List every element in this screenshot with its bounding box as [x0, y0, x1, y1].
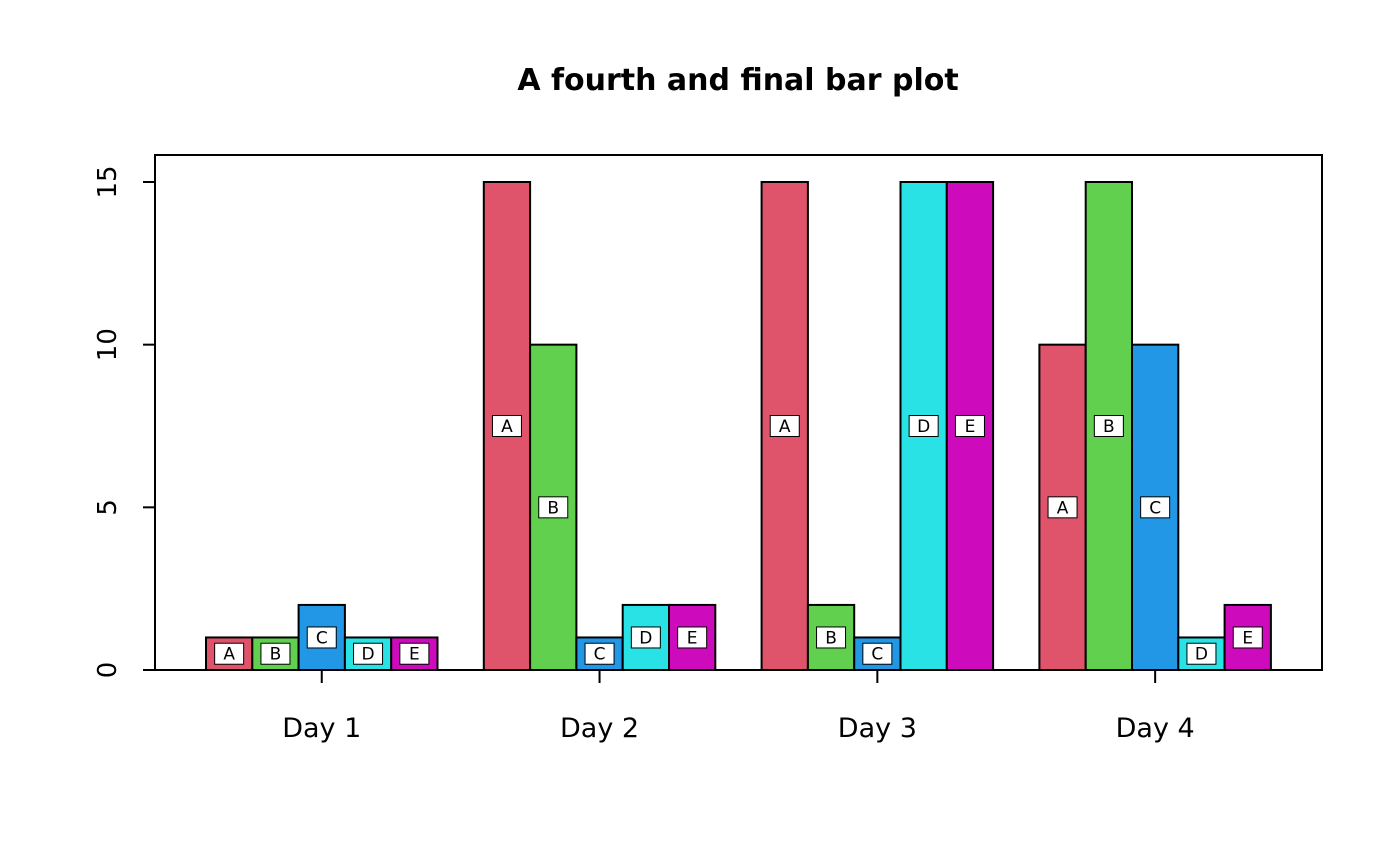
plot-area: 0 5 10 15 A B C D E Day 1 A B C D E Day 2 A B C D E Day 3 A B C D… [93, 165, 1272, 744]
bar-label: E [687, 628, 698, 648]
x-axis-category-label: Day 2 [560, 713, 639, 744]
bar-label-box [584, 642, 615, 665]
bar-label: B [547, 498, 559, 518]
bar-label: A [779, 417, 791, 437]
bar-label: C [871, 645, 883, 665]
x-axis-category-label: Day 4 [1116, 713, 1195, 744]
bar-label: A [501, 417, 513, 437]
bar-label: A [223, 645, 235, 665]
bar-label-box [214, 642, 245, 665]
bar-label-box [491, 415, 522, 437]
bar-label: D [639, 628, 652, 648]
bar-label-box [816, 626, 847, 649]
x-axis-category-label: Day 3 [838, 713, 917, 744]
y-axis-tick-label: 0 [93, 662, 123, 679]
bar-label-box [1093, 415, 1124, 437]
x-axis-category-label: Day 1 [282, 713, 361, 744]
y-axis-tick-label: 5 [93, 499, 123, 516]
bar-label: A [1057, 498, 1069, 518]
bar-label-box [399, 642, 430, 665]
bar-label-box [353, 642, 384, 665]
chart-title: A fourth and final bar plot [517, 63, 958, 98]
bar-label-box [538, 496, 569, 519]
bar-label-box [260, 642, 291, 665]
bar-label: B [825, 628, 837, 648]
bar-label-box [1186, 642, 1217, 665]
bar-label: C [316, 628, 328, 648]
bar-label-box [862, 642, 893, 665]
bar-label: E [1242, 628, 1253, 648]
bar-label-box [954, 415, 985, 437]
bar-label-box [630, 626, 661, 649]
bar-label-box [306, 626, 337, 649]
bar-label-box [769, 415, 800, 437]
bar-label: E [965, 417, 976, 437]
y-axis-tick-label: 15 [93, 165, 123, 198]
bar-label: B [1103, 417, 1115, 437]
bar-label: D [917, 417, 930, 437]
bar-label: D [1195, 645, 1208, 665]
y-axis-tick-label: 10 [93, 328, 123, 361]
bar-label-box [677, 626, 708, 649]
bar-label: C [594, 645, 606, 665]
bar-label: D [362, 645, 375, 665]
bar-label-box [1047, 496, 1078, 519]
bar-label-box [1232, 626, 1263, 649]
bar-label-box [908, 415, 939, 437]
plot-border [154, 154, 1323, 671]
bar-label: C [1149, 498, 1161, 518]
bar-label-box [1140, 496, 1171, 519]
bar-label: E [409, 645, 420, 665]
bar-label: B [270, 645, 282, 665]
